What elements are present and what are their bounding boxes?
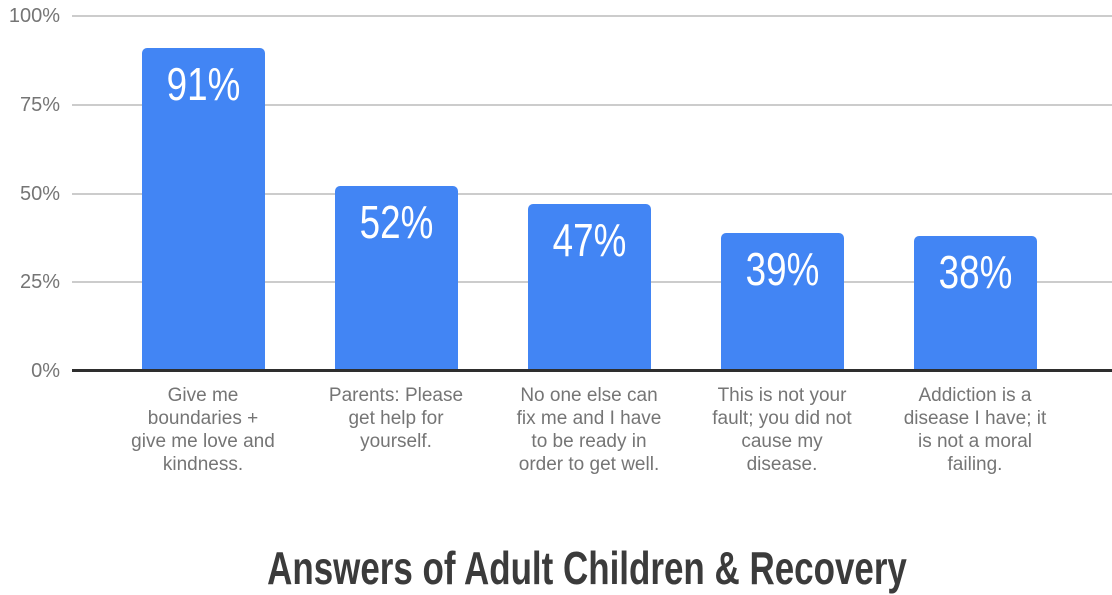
gridline xyxy=(72,15,1112,17)
bar-value-label: 39% xyxy=(745,242,819,295)
category-label: This is not your fault; you did not caus… xyxy=(712,385,852,475)
gridline xyxy=(72,192,1112,195)
y-tick-label: 100% xyxy=(8,5,60,27)
y-tick-label: 75% xyxy=(19,93,60,116)
y-tick-label: 25% xyxy=(19,271,60,294)
category-label: Give me boundaries + give me love and ki… xyxy=(131,385,275,475)
bar-4: 39% xyxy=(720,232,844,371)
gridline xyxy=(72,103,1112,106)
bar-value-label: 91% xyxy=(166,57,240,110)
bar-5: 38% xyxy=(913,236,1037,371)
category-label: Addiction is a disease I have; it is not… xyxy=(903,385,1047,475)
chart-title: Answers of Adult Children & Recovery Pro… xyxy=(267,542,907,595)
y-tick-label: 0% xyxy=(31,360,60,382)
bar-value-label: 38% xyxy=(938,246,1012,299)
bar-1: 91% xyxy=(141,47,265,371)
y-tick-label: 50% xyxy=(19,182,60,205)
x-axis-baseline xyxy=(72,369,1112,372)
bar-3: 47% xyxy=(527,204,651,371)
category-label: Parents: Please get help for yourself. xyxy=(328,385,464,452)
bar-2: 52% xyxy=(334,186,458,371)
bar-value-label: 47% xyxy=(552,214,626,267)
bar-value-label: 52% xyxy=(359,196,433,249)
category-label: No one else can fix me and I have to be … xyxy=(516,385,662,475)
